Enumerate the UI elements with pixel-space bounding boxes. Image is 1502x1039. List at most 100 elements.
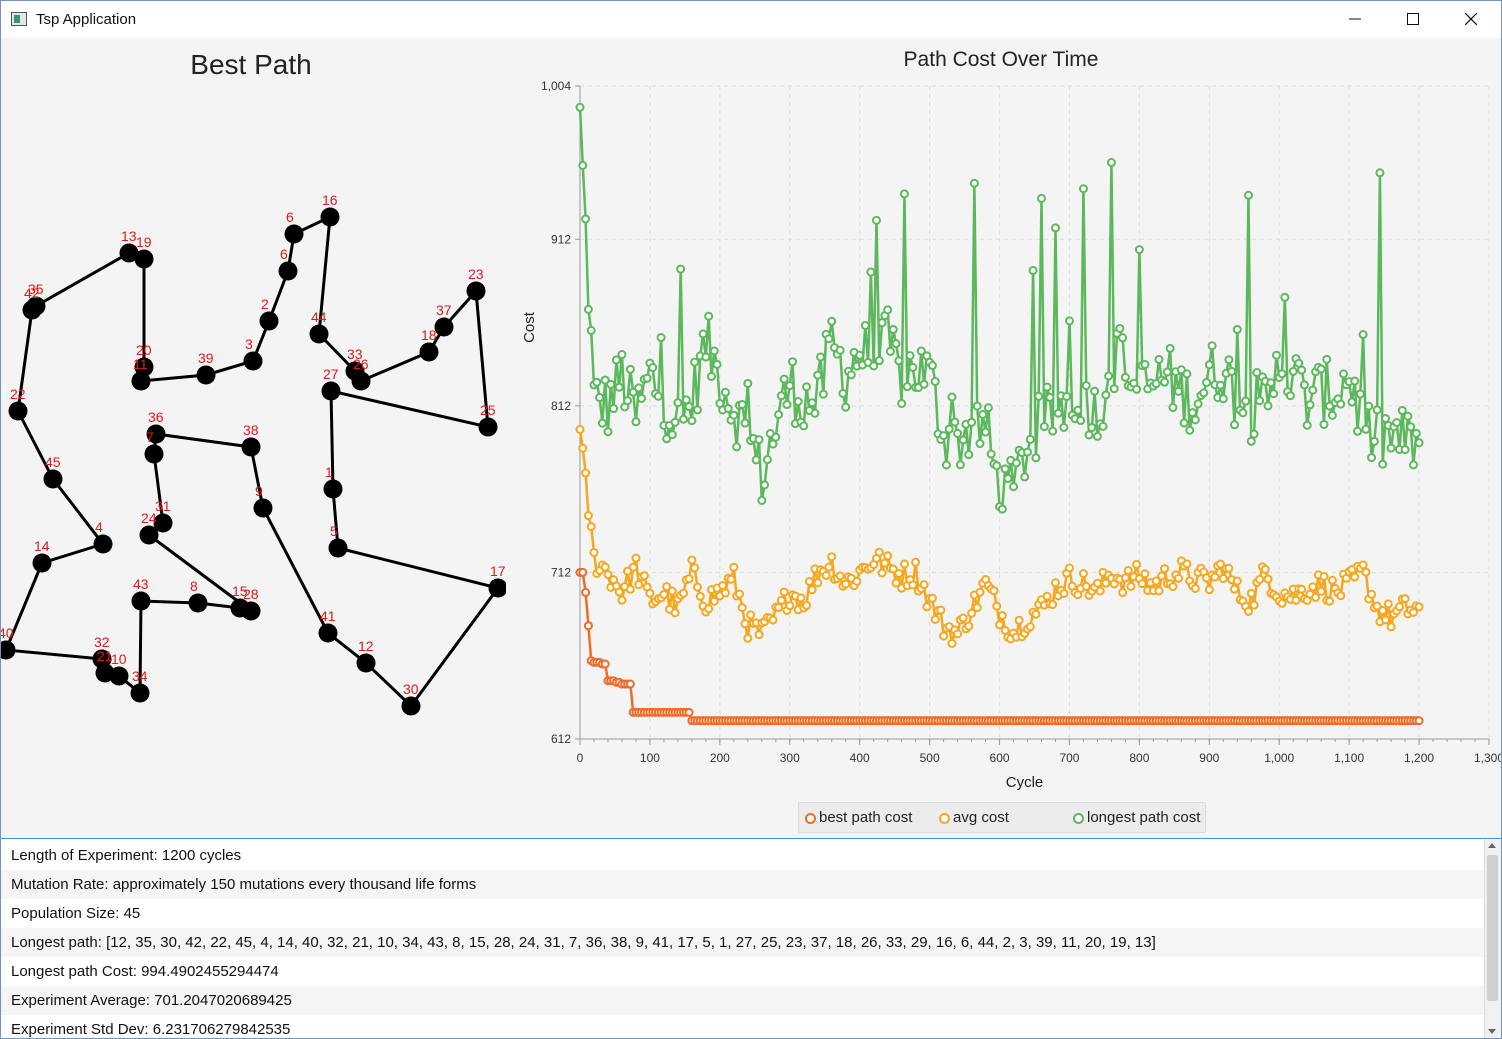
data-point [1246,436,1256,446]
data-point [1168,582,1178,592]
data-point [1140,360,1150,370]
data-point [1361,567,1371,577]
data-point [673,398,683,408]
city-label: 27 [323,366,339,382]
data-point [1355,389,1365,399]
city-label: 6 [286,209,294,225]
city-node [144,444,164,464]
data-point [1014,615,1024,625]
experiment-info-list[interactable]: Length of Experiment: 1200 cycles Mutati… [1,838,1501,1038]
data-point [754,435,764,445]
city-label: 40 [1,625,14,641]
data-point [754,630,764,640]
data-point [1252,368,1262,378]
data-point [662,582,672,592]
data-point [751,455,761,465]
city-node [119,243,139,263]
list-item[interactable]: Experiment Average: 701.2047020689425 [1,986,1485,1015]
window-title: Tsp Application [36,11,137,28]
data-point [690,563,700,573]
data-point [958,613,968,623]
city-label: 18 [421,327,437,343]
x-tick-label: 700 [1059,751,1079,765]
data-point [1059,588,1069,598]
city-node [488,578,506,598]
city-label: 11 [133,356,148,372]
data-point [1364,401,1374,411]
data-point [975,439,985,449]
data-point [1336,591,1346,601]
data-point [1378,459,1388,469]
data-point [936,605,946,615]
minimize-button[interactable] [1326,1,1384,38]
data-point [883,305,893,315]
data-point [1375,168,1385,178]
data-point [997,504,1007,514]
data-point [1305,400,1315,410]
data-point [1358,330,1368,340]
data-point [964,450,974,460]
data-point [701,352,711,362]
list-item[interactable]: Longest path Cost: 994.4902455294474 [11,963,279,980]
city-node [32,553,52,573]
title-bar[interactable]: Tsp Application [1,1,1501,38]
data-point [623,396,633,406]
data-point [1263,574,1273,584]
city-node [131,591,151,611]
data-point [1050,578,1060,588]
maximize-button[interactable] [1384,1,1442,38]
data-point [583,621,593,631]
data-point [1319,571,1329,581]
list-item[interactable]: Length of Experiment: 1200 cycles [11,847,242,864]
city-label: 43 [133,576,149,592]
scroll-thumb[interactable] [1487,855,1498,1001]
city-node [278,261,298,281]
data-point [743,633,753,643]
legend-marker-best [805,813,816,824]
data-point [600,375,610,385]
data-point [706,371,716,381]
data-point [1347,397,1357,407]
data-point [1381,615,1391,625]
data-point [969,178,979,188]
data-point [1154,354,1164,364]
data-point [939,631,949,641]
data-point [712,359,722,369]
y-tick-label: 812 [551,399,571,413]
city-label: 42 [24,285,40,301]
data-point [631,417,641,427]
data-point [1316,586,1326,596]
data-point [645,588,655,598]
data-point [885,346,895,356]
scroll-down-icon[interactable] [1488,1029,1496,1034]
data-point [1297,584,1307,594]
city-label: 41 [320,608,336,624]
data-point [1101,578,1111,588]
y-tick-label: 612 [551,732,571,746]
list-item[interactable]: Experiment Std Dev: 6.231706279842535 [11,1021,291,1038]
city-node [401,696,421,716]
data-point [659,589,669,599]
data-point [804,576,814,586]
data-point [1081,381,1091,391]
data-point [1400,594,1410,604]
data-point [1076,416,1086,426]
list-item[interactable]: Longest path: [12, 35, 30, 42, 22, 45, 4… [1,928,1485,957]
vertical-scrollbar[interactable] [1484,839,1501,1038]
close-button[interactable] [1442,1,1500,38]
data-point [1383,599,1393,609]
scroll-up-icon[interactable] [1488,843,1496,848]
data-point [919,580,929,590]
data-point [581,468,591,478]
list-item[interactable]: Population Size: 45 [11,905,141,922]
list-item[interactable]: Mutation Rate: approximately 150 mutatio… [1,870,1485,899]
city-label: 13 [121,228,137,244]
data-point [782,400,792,410]
data-point [1277,598,1287,608]
data-point [967,608,977,618]
data-point [897,398,907,408]
data-point [846,370,856,380]
city-label: 30 [403,681,419,697]
data-point [1381,414,1391,424]
data-point [1053,408,1063,418]
